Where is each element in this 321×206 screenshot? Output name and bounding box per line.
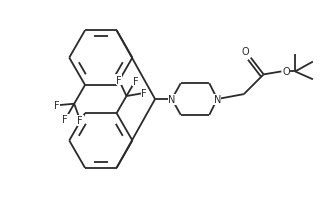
Text: F: F <box>133 76 138 86</box>
Text: O: O <box>282 67 290 77</box>
Text: N: N <box>213 95 221 104</box>
Text: F: F <box>77 116 83 126</box>
Text: F: F <box>63 115 68 124</box>
Text: F: F <box>54 101 59 111</box>
Text: N: N <box>168 95 176 104</box>
Text: F: F <box>141 89 147 98</box>
Text: O: O <box>241 46 249 56</box>
Text: F: F <box>116 76 122 85</box>
